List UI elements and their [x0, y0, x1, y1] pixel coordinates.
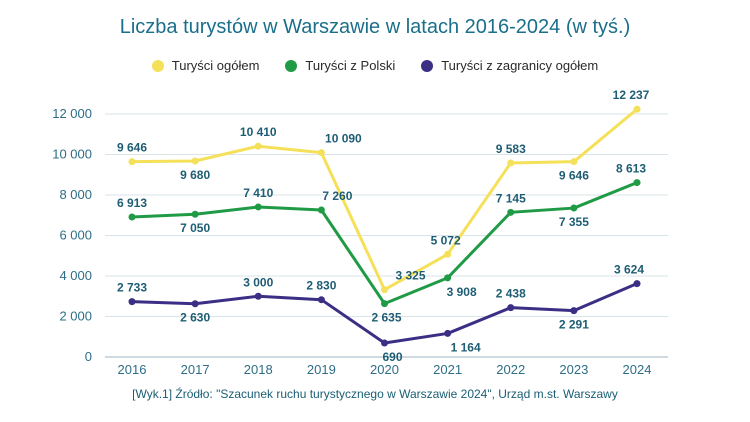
- legend-marker-poland: [285, 59, 298, 72]
- x-tick-label: 2017: [181, 362, 210, 377]
- x-tick-label: 2020: [370, 362, 399, 377]
- legend-label-poland: Turyści z Polski: [305, 58, 396, 73]
- x-tick-label: 2024: [623, 362, 652, 377]
- data-label: 2 291: [559, 318, 589, 332]
- x-tick-label: 2022: [496, 362, 525, 377]
- data-point: [254, 203, 262, 211]
- data-point: [254, 142, 262, 150]
- data-point: [507, 159, 515, 167]
- data-point: [191, 300, 199, 308]
- data-label: 8 613: [616, 162, 646, 176]
- data-point: [381, 300, 388, 308]
- series-line: [131, 108, 638, 292]
- data-label: 2 635: [371, 311, 401, 325]
- x-tick-label: 2023: [559, 362, 588, 377]
- data-point: [444, 274, 452, 282]
- data-label: 3 000: [243, 275, 273, 289]
- x-tick-label: 2019: [307, 362, 336, 377]
- source-note: [Wyk.1] Źródło: "Szacunek ruchu turystyc…: [132, 387, 618, 401]
- data-point: [444, 250, 452, 258]
- data-point: [317, 149, 325, 157]
- data-label: 10 410: [240, 125, 277, 139]
- data-point: [444, 329, 452, 337]
- data-label: 690: [382, 350, 402, 364]
- data-point: [317, 296, 325, 304]
- legend-label-abroad: Turyści z zagranicy ogółem: [441, 58, 599, 73]
- data-point: [633, 105, 641, 113]
- x-tick-label: 2021: [433, 362, 462, 377]
- y-tick-label: 10 000: [52, 147, 92, 162]
- data-label: 2 830: [306, 279, 336, 293]
- y-tick-label: 4 000: [59, 268, 92, 283]
- legend-item-poland: Turyści z Polski: [285, 58, 395, 73]
- data-point: [128, 298, 136, 306]
- data-point: [128, 158, 136, 166]
- data-point: [507, 304, 515, 312]
- data-point: [570, 158, 578, 166]
- y-tick-label: 8 000: [59, 187, 92, 202]
- data-point: [254, 292, 262, 300]
- series-line: [131, 181, 638, 306]
- legend-marker-abroad: [421, 59, 434, 72]
- data-label: 9 646: [117, 141, 147, 155]
- data-label: 1 164: [451, 340, 481, 354]
- x-tick-label: 2018: [244, 362, 273, 377]
- data-label: 3 908: [447, 285, 477, 299]
- legend-label-total: Turyści ogółem: [171, 58, 260, 73]
- data-label: 2 630: [180, 311, 210, 325]
- y-tick-label: 2 000: [59, 309, 92, 324]
- data-label: 3 325: [395, 269, 425, 283]
- data-label: 7 145: [496, 191, 526, 205]
- data-point: [191, 210, 199, 218]
- data-label: 5 072: [431, 233, 461, 247]
- legend-marker-total: [151, 59, 164, 72]
- data-point: [381, 286, 388, 294]
- data-point: [128, 213, 136, 221]
- data-label: 7 050: [180, 221, 210, 235]
- chart-title: Liczba turystów w Warszawie w latach 201…: [119, 16, 631, 38]
- data-point: [381, 339, 388, 347]
- data-point: [633, 179, 641, 187]
- data-point: [317, 206, 325, 214]
- data-label: 3 624: [614, 263, 644, 277]
- data-label: 2 733: [117, 281, 147, 295]
- legend-item-abroad: Turyści z zagranicy ogółem: [421, 58, 598, 73]
- data-label: 12 237: [613, 88, 650, 102]
- legend: Turyści ogółem Turyści z Polski Turyści …: [0, 58, 750, 73]
- data-point: [633, 280, 641, 288]
- data-label: 9 583: [496, 142, 526, 156]
- legend-item-total: Turyści ogółem: [151, 58, 260, 73]
- data-label: 7 410: [243, 186, 273, 200]
- data-label: 9 680: [180, 168, 210, 182]
- data-label: 10 090: [325, 132, 362, 146]
- data-label: 7 260: [322, 189, 352, 203]
- y-tick-label: 12 000: [52, 106, 92, 121]
- data-point: [507, 208, 515, 216]
- x-tick-label: 2016: [118, 362, 147, 377]
- y-tick-label: 0: [85, 349, 92, 364]
- data-point: [191, 157, 199, 165]
- data-label: 9 646: [559, 169, 589, 183]
- data-label: 7 355: [559, 215, 589, 229]
- data-label: 6 913: [117, 196, 147, 210]
- data-label: 2 438: [496, 287, 526, 301]
- y-tick-label: 6 000: [59, 228, 92, 243]
- data-point: [570, 307, 578, 315]
- data-point: [570, 204, 578, 212]
